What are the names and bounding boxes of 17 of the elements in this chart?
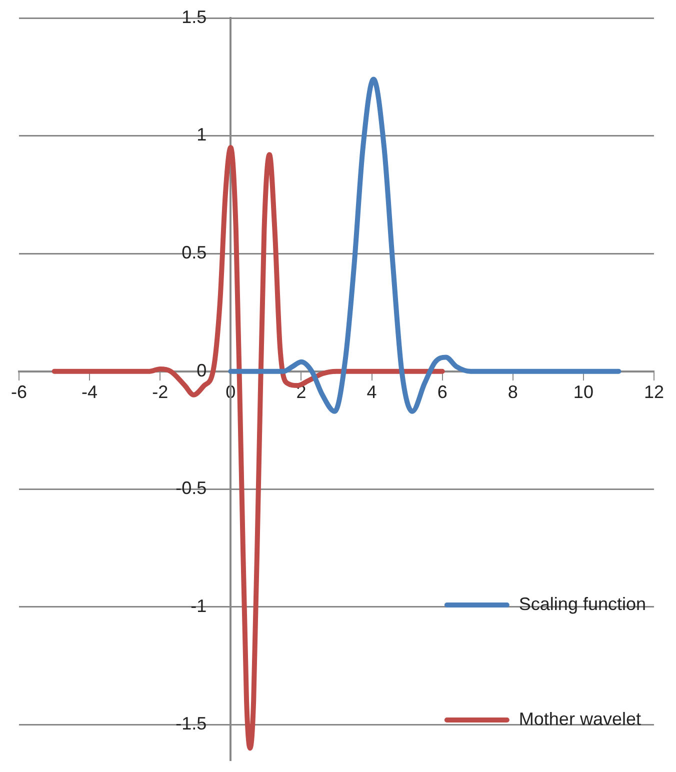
x-tick-label: 4	[366, 382, 377, 402]
y-tick-label: 1.5	[182, 6, 207, 27]
x-tick-label: 10	[573, 382, 594, 402]
x-tick-label: -4	[82, 382, 98, 402]
y-tick-label: -1.5	[176, 714, 207, 734]
legend-label: Mother wavelet	[518, 708, 641, 729]
y-tick-label: 1	[196, 124, 207, 145]
y-tick-label: -1	[190, 596, 207, 616]
legend-label: Scaling function	[518, 594, 646, 614]
y-tick-label: 0.5	[182, 242, 207, 263]
x-tick-label: -6	[10, 382, 28, 402]
y-tick-label: -0.5	[176, 478, 207, 498]
x-tick-label: 6	[437, 382, 448, 402]
x-tick-label: -2	[152, 382, 168, 402]
x-tick-label: 8	[508, 382, 518, 402]
y-tick-label: 0	[196, 360, 207, 380]
x-tick-label: 12	[644, 382, 664, 402]
